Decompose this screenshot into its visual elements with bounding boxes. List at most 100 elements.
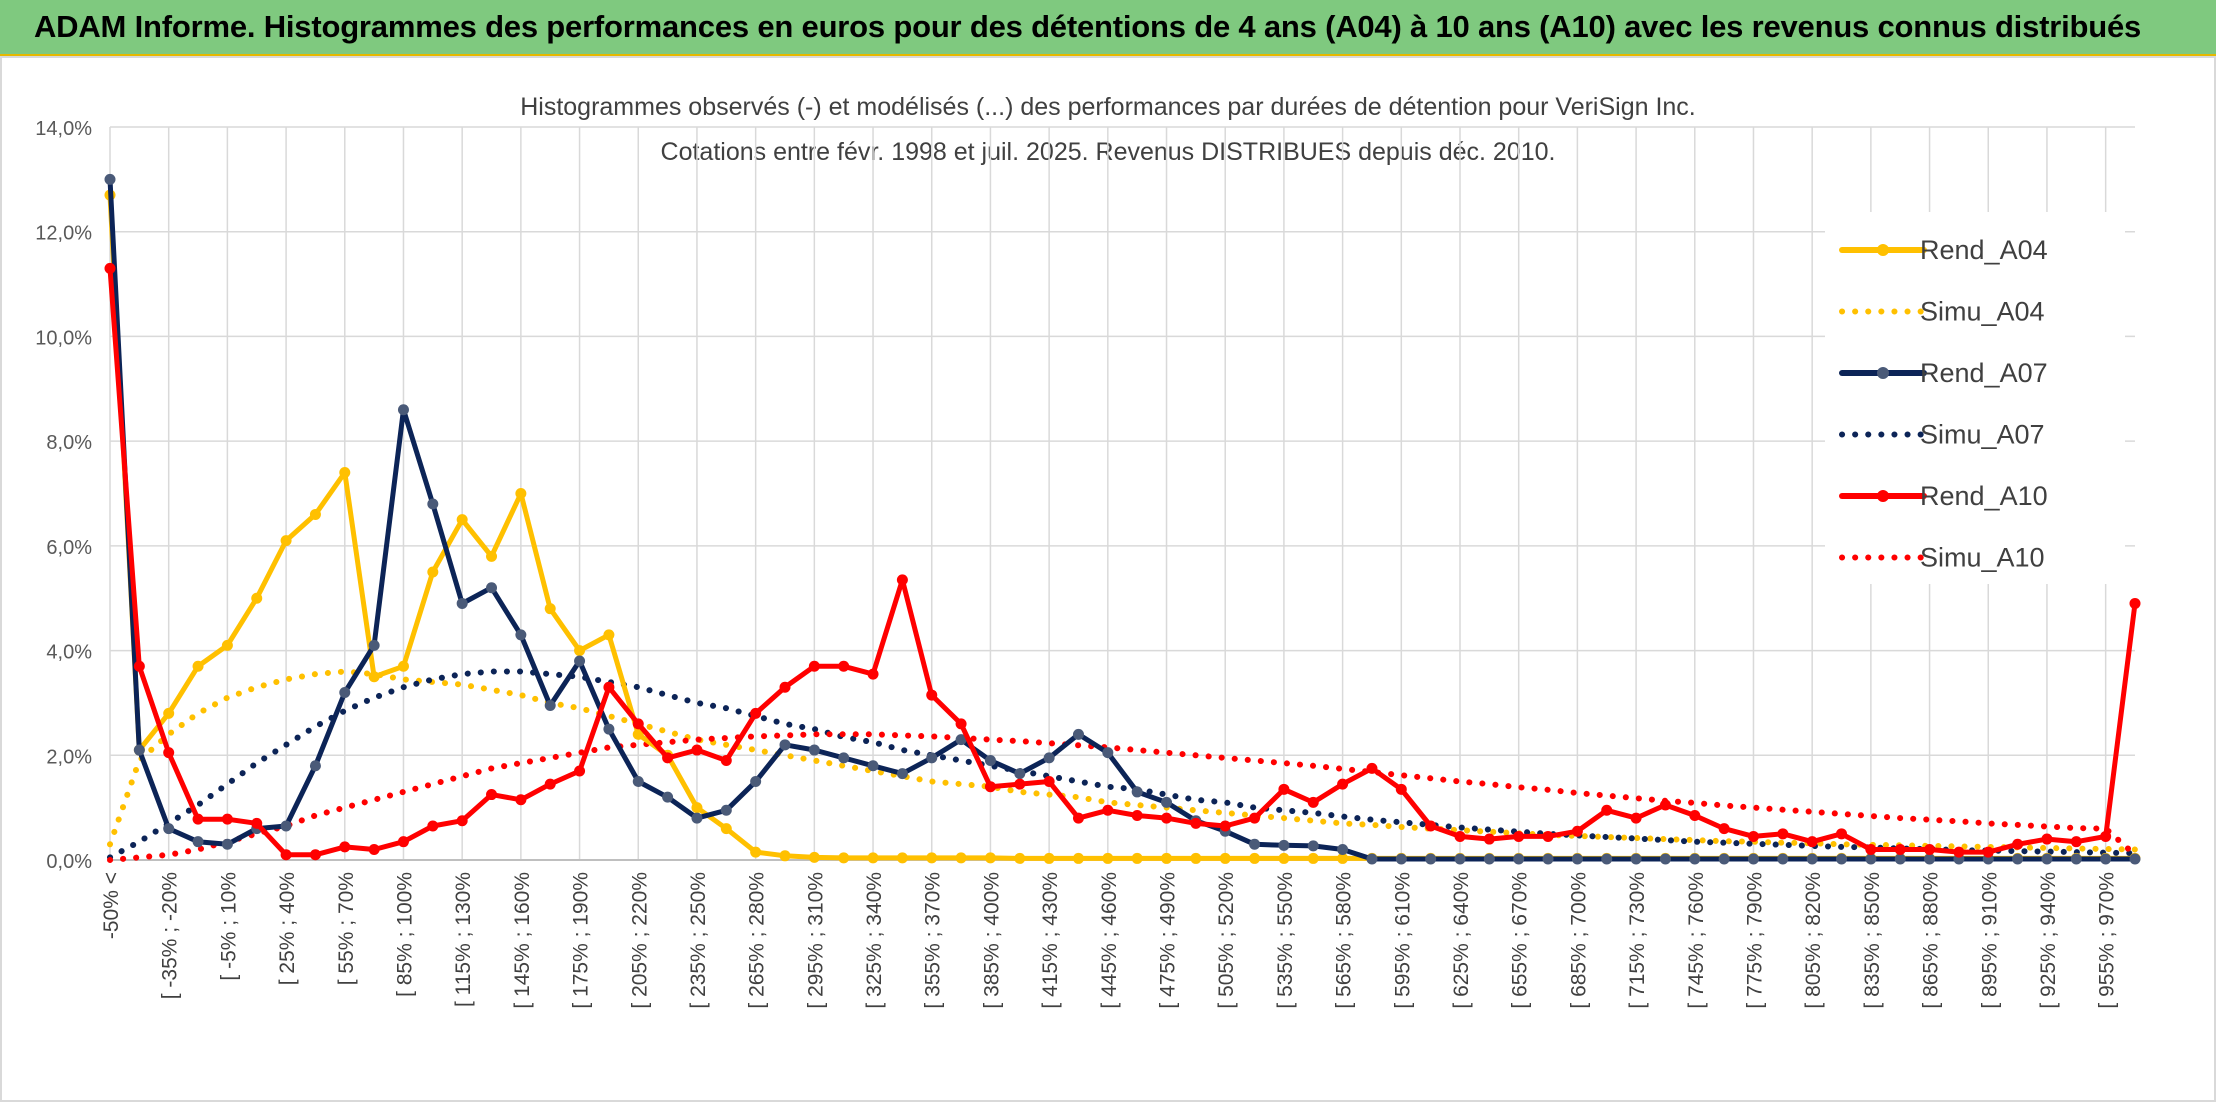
data-point-Rend_A10 — [1806, 836, 1818, 848]
data-point-Rend_A10 — [280, 849, 292, 861]
data-point-Rend_A10 — [867, 668, 879, 680]
x-tick-label: [ 895% ; 910% — [1978, 872, 2001, 1009]
data-point-Rend_A07 — [984, 755, 996, 767]
data-point-Rend_A10 — [1278, 783, 1290, 795]
x-tick-label: [ 745% ; 760% — [1685, 872, 1708, 1009]
legend-box — [1825, 212, 2125, 584]
y-tick-label: 4,0% — [46, 642, 92, 664]
data-point-Rend_A07 — [808, 744, 820, 756]
chart-title: Histogrammes observés (-) et modélisés (… — [520, 93, 1696, 121]
y-tick-label: 8,0% — [46, 432, 92, 454]
data-point-Rend_A07 — [1571, 853, 1583, 865]
y-tick-label: 12,0% — [35, 223, 92, 245]
data-point-Rend_A07 — [1366, 853, 1378, 865]
data-point-Rend_A04 — [896, 852, 908, 864]
legend-marker — [1877, 244, 1889, 256]
data-point-Rend_A07 — [368, 639, 380, 651]
x-tick-label: [ 145% ; 160% — [511, 872, 534, 1009]
series-line-Simu_A10 — [107, 731, 2138, 863]
data-point-Rend_A07 — [133, 744, 145, 756]
x-tick-label: [ -5% ; 10% — [217, 872, 240, 981]
data-point-Rend_A10 — [1366, 762, 1378, 774]
data-point-Rend_A07 — [750, 775, 762, 787]
x-tick-label: [ -35% ; -20% — [159, 872, 182, 999]
data-point-Rend_A07 — [1924, 853, 1936, 865]
data-point-Rend_A10 — [926, 689, 938, 701]
data-point-Rend_A04 — [544, 603, 556, 615]
data-point-Rend_A10 — [397, 836, 409, 848]
legend-label: Rend_A10 — [1920, 481, 2048, 511]
data-point-Rend_A07 — [1278, 839, 1290, 851]
x-tick-label: [ 235% ; 250% — [687, 872, 710, 1009]
data-point-Rend_A04 — [779, 850, 791, 862]
legend-label: Rend_A07 — [1920, 358, 2048, 388]
data-point-Rend_A07 — [1425, 853, 1437, 865]
data-point-Rend_A10 — [2012, 838, 2024, 850]
data-point-Rend_A10 — [1630, 812, 1642, 824]
data-point-Rend_A10 — [104, 262, 116, 274]
data-point-Rend_A10 — [750, 707, 762, 719]
data-point-Rend_A04 — [221, 639, 233, 651]
data-point-Rend_A10 — [1777, 828, 1789, 840]
data-point-Rend_A04 — [1337, 852, 1349, 864]
data-point-Rend_A07 — [309, 760, 321, 772]
y-tick-label: 14,0% — [35, 118, 92, 140]
series-line-Simu_A04 — [107, 668, 2138, 853]
data-point-Rend_A10 — [2070, 836, 2082, 848]
data-point-Rend_A10 — [1718, 823, 1730, 835]
data-point-Rend_A04 — [720, 823, 732, 835]
data-point-Rend_A04 — [838, 852, 850, 864]
data-point-Rend_A10 — [1747, 830, 1759, 842]
data-point-Rend_A07 — [397, 404, 409, 416]
data-point-Rend_A10 — [1542, 830, 1554, 842]
data-point-Rend_A04 — [251, 592, 263, 604]
data-point-Rend_A07 — [221, 838, 233, 850]
data-point-Rend_A10 — [544, 778, 556, 790]
data-point-Rend_A07 — [1483, 853, 1495, 865]
data-point-Rend_A04 — [632, 728, 644, 740]
data-point-Rend_A07 — [1161, 796, 1173, 808]
data-point-Rend_A04 — [1072, 852, 1084, 864]
data-point-Rend_A10 — [1161, 812, 1173, 824]
data-point-Rend_A07 — [867, 760, 879, 772]
data-point-Rend_A10 — [632, 718, 644, 730]
data-point-Rend_A10 — [2041, 833, 2053, 845]
data-point-Rend_A04 — [456, 514, 468, 526]
data-point-Rend_A10 — [896, 574, 908, 586]
data-point-Rend_A07 — [1894, 853, 1906, 865]
chart-frame — [0, 56, 2216, 1102]
data-point-Rend_A07 — [1043, 752, 1055, 764]
data-point-Rend_A07 — [1836, 853, 1848, 865]
data-point-Rend_A04 — [574, 645, 586, 657]
data-point-Rend_A04 — [691, 802, 703, 814]
title-banner: ADAM Informe. Histogrammes des performan… — [0, 0, 2216, 56]
data-point-Rend_A04 — [486, 550, 498, 562]
data-point-Rend_A04 — [1219, 852, 1231, 864]
data-point-Rend_A07 — [1307, 840, 1319, 852]
data-point-Rend_A07 — [1395, 853, 1407, 865]
x-tick-label: [ 445% ; 460% — [1098, 872, 1121, 1009]
data-point-Rend_A04 — [309, 508, 321, 520]
data-point-Rend_A04 — [1131, 852, 1143, 864]
y-tick-label: 6,0% — [46, 537, 92, 559]
x-tick-label: [ 865% ; 880% — [1920, 872, 1943, 1009]
data-point-Rend_A07 — [1542, 853, 1554, 865]
data-point-Rend_A04 — [427, 566, 439, 578]
data-point-Rend_A07 — [427, 498, 439, 510]
y-axis: 0,0% 2,0% 4,0% 6,0% 8,0% 10,0% 12,0% 14,0% — [35, 118, 92, 873]
data-point-Rend_A10 — [1249, 812, 1261, 824]
data-point-Rend_A04 — [280, 535, 292, 547]
data-point-Rend_A07 — [2100, 853, 2112, 865]
data-point-Rend_A07 — [280, 820, 292, 832]
data-point-Rend_A07 — [1102, 747, 1114, 759]
legend-label: Rend_A04 — [1920, 235, 2048, 265]
data-point-Rend_A10 — [427, 820, 439, 832]
data-point-Rend_A07 — [192, 836, 204, 848]
y-tick-label: 2,0% — [46, 746, 92, 768]
data-point-Rend_A10 — [456, 815, 468, 827]
data-point-Rend_A04 — [1043, 852, 1055, 864]
data-point-Rend_A10 — [251, 817, 263, 829]
x-tick-label: [ 835% ; 850% — [1861, 872, 1884, 1009]
data-point-Rend_A07 — [2129, 853, 2141, 865]
data-point-Rend_A10 — [1072, 812, 1084, 824]
